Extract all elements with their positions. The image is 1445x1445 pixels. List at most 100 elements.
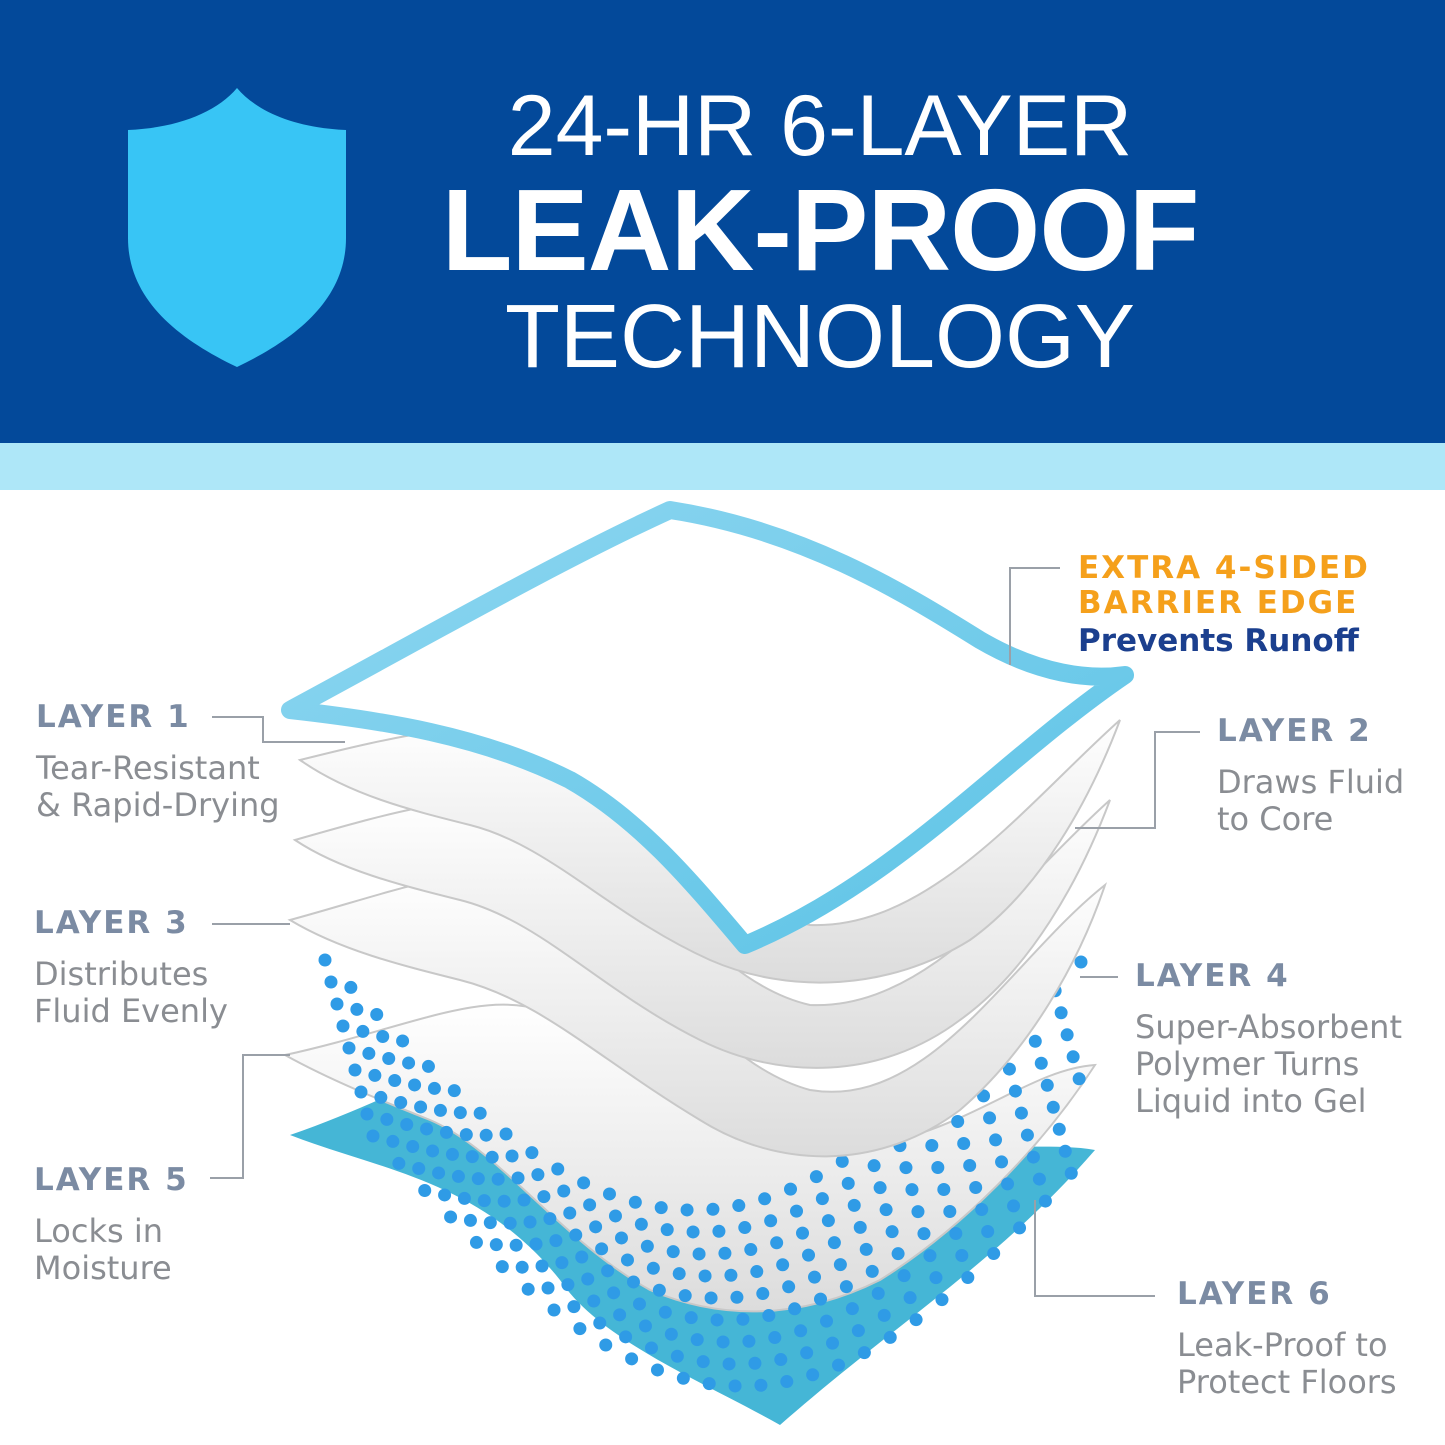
- polymer-dot: [473, 1106, 487, 1120]
- polymer-dot: [782, 1280, 796, 1294]
- polymer-dot: [706, 1202, 720, 1216]
- polymer-dot: [756, 1287, 770, 1301]
- layer-2-title: LAYER 2: [1217, 713, 1372, 749]
- polymer-dot: [784, 1182, 798, 1196]
- polymer-dot: [847, 1198, 861, 1212]
- polymer-dot: [885, 1225, 899, 1239]
- polymer-dot: [827, 1236, 841, 1250]
- polymer-dot: [489, 1238, 503, 1252]
- polymer-dot: [1014, 1106, 1028, 1120]
- polymer-dot: [666, 1245, 680, 1259]
- polymer-dot: [853, 1220, 867, 1234]
- polymer-dot: [420, 1122, 434, 1136]
- polymer-dot: [644, 1341, 658, 1355]
- polymer-dot: [820, 1314, 834, 1328]
- polymer-dot: [750, 1265, 764, 1279]
- polymer-dot: [427, 1081, 441, 1095]
- polymer-dot: [796, 1226, 810, 1240]
- polymer-dot: [1074, 955, 1088, 969]
- polymer-dot: [561, 1278, 575, 1292]
- polymer-dot: [499, 1127, 513, 1141]
- polymer-dot: [788, 1302, 802, 1316]
- polymer-dot: [549, 1234, 563, 1248]
- polymer-dot: [356, 1024, 370, 1038]
- polymer-dot: [640, 1239, 654, 1253]
- polymer-dot: [724, 1268, 738, 1282]
- polymer-dot: [776, 1258, 790, 1272]
- polymer-dot: [626, 1275, 640, 1289]
- polymer-dot: [1060, 1028, 1074, 1042]
- polymer-dot: [1052, 1122, 1066, 1136]
- polymer-dot: [1038, 1194, 1052, 1208]
- polymer-dot: [684, 1311, 698, 1325]
- polymer-dot: [376, 1030, 390, 1044]
- polymer-dot: [634, 1217, 648, 1231]
- polymer-dot: [686, 1225, 700, 1239]
- polymer-dot: [515, 1260, 529, 1274]
- polymer-dot: [748, 1356, 762, 1370]
- polymer-dot: [479, 1128, 493, 1142]
- polymer-dot: [917, 1227, 931, 1241]
- polymer-dot: [531, 1168, 545, 1182]
- polymer-dot: [330, 997, 344, 1011]
- polymer-dot: [421, 1059, 435, 1073]
- polymer-dot: [511, 1171, 525, 1185]
- polymer-dot: [744, 1243, 758, 1257]
- polymer-dot: [396, 1034, 410, 1048]
- polymer-dot: [806, 1368, 820, 1382]
- polymer-dot: [1046, 1100, 1060, 1114]
- polymer-dot: [809, 1170, 823, 1184]
- polymer-dot: [839, 1280, 853, 1294]
- barrier-line-2: BARRIER EDGE: [1078, 585, 1359, 621]
- polymer-dot: [1040, 1078, 1054, 1092]
- layer-2-desc-2: to Core: [1217, 800, 1334, 838]
- polymer-dot: [523, 1215, 537, 1229]
- polymer-dot: [832, 1358, 846, 1372]
- polymer-dot: [599, 1338, 613, 1352]
- layer-5-desc-1: Locks in: [34, 1212, 163, 1250]
- layer-4-desc-3: Liquid into Gel: [1135, 1082, 1367, 1120]
- polymer-dot: [692, 1247, 706, 1261]
- layer-1-desc-2: & Rapid-Drying: [36, 786, 280, 824]
- leader-lines: [210, 567, 1200, 1297]
- polymer-dot: [650, 1363, 664, 1377]
- layer-6-desc-2: Protect Floors: [1177, 1363, 1397, 1401]
- polymer-dot: [453, 1106, 467, 1120]
- polymer-dot: [318, 953, 332, 967]
- polymer-dot: [614, 1231, 628, 1245]
- polymer-dot: [658, 1305, 672, 1319]
- polymer-dot: [447, 1084, 461, 1098]
- polymer-dot: [859, 1242, 873, 1256]
- polymer-dot: [382, 1052, 396, 1066]
- layer-1-sheet: [281, 501, 1134, 954]
- polymer-dot: [977, 1089, 991, 1103]
- polymer-dot: [883, 1330, 897, 1344]
- polymer-dot: [845, 1302, 859, 1316]
- layer-5-callout: LAYER 5 Locks in Moisture: [34, 1161, 189, 1287]
- polymer-dot: [814, 1292, 828, 1306]
- polymer-dot: [465, 1150, 479, 1164]
- polymer-dot: [477, 1194, 491, 1208]
- polymer-dot: [380, 1112, 394, 1126]
- polymer-dot: [987, 1246, 1001, 1260]
- polymer-dot: [851, 1324, 865, 1338]
- polymer-dot: [445, 1147, 459, 1161]
- polymer-dot: [1064, 1166, 1078, 1180]
- polymer-dot: [676, 1371, 690, 1385]
- polymer-dot: [491, 1172, 505, 1186]
- polymer-dot: [628, 1195, 642, 1209]
- polymer-dot: [418, 1184, 432, 1198]
- polymer-dot: [463, 1213, 477, 1227]
- polymer-dot: [547, 1303, 561, 1317]
- polymer-dot: [935, 1293, 949, 1307]
- polymer-dot: [438, 1188, 452, 1202]
- polymer-dot: [730, 1290, 744, 1304]
- polymer-dot: [1002, 1062, 1016, 1076]
- polymer-dot: [414, 1100, 428, 1114]
- layer-3-desc-1: Distributes: [34, 955, 209, 993]
- polymer-dot: [1028, 1034, 1042, 1048]
- polymer-dot: [955, 1248, 969, 1262]
- polymer-dot: [879, 1203, 893, 1217]
- polymer-dot: [951, 1114, 965, 1128]
- header-accent-band: [0, 443, 1445, 490]
